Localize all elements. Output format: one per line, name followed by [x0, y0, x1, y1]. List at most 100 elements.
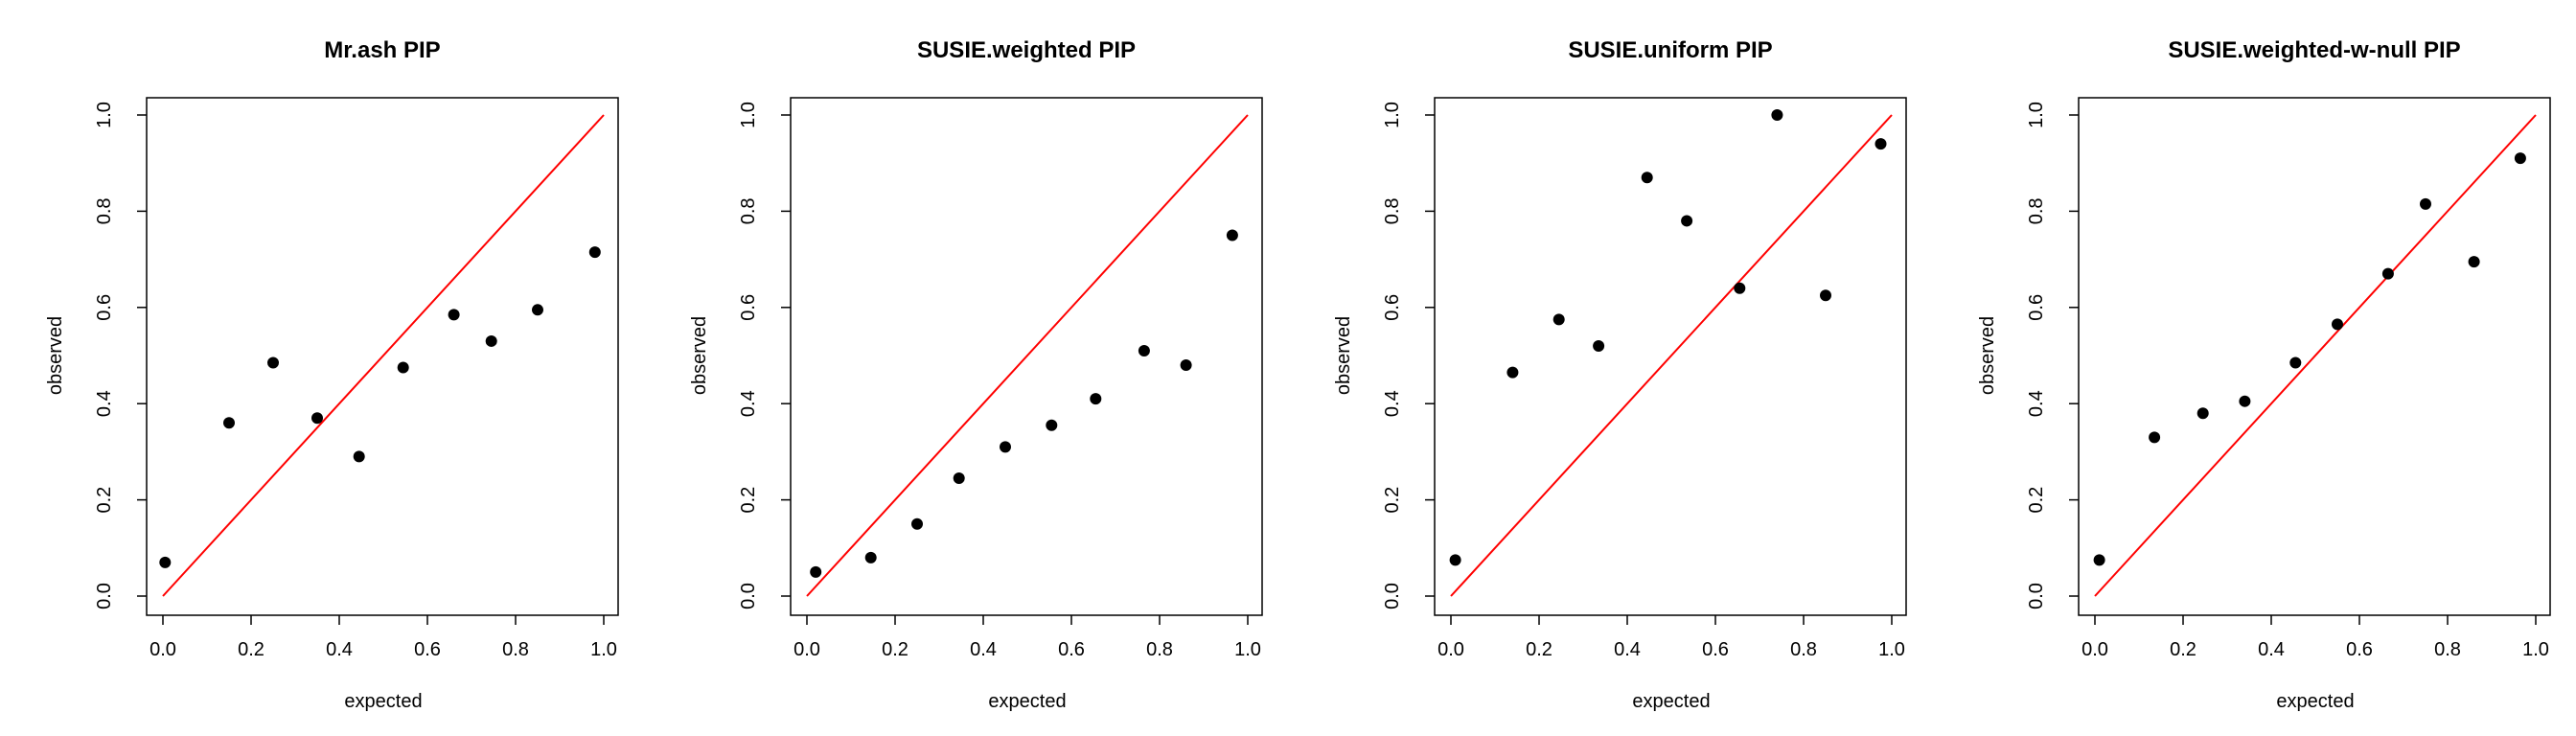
data-point [1593, 339, 1605, 352]
y-axis-label: observed [45, 316, 66, 395]
data-point [911, 518, 923, 530]
data-point [1820, 289, 1831, 302]
data-point [1226, 229, 1238, 242]
data-point [397, 361, 409, 374]
y-tick-label: 1.0 [738, 102, 759, 128]
data-point [2239, 395, 2251, 407]
y-tick-label: 0.4 [94, 390, 115, 417]
y-tick-label: 0.2 [738, 487, 759, 514]
data-point [448, 309, 460, 321]
x-tick-label: 0.0 [1438, 639, 1464, 660]
y-tick-label: 0.6 [738, 294, 759, 321]
plot-frame [2078, 97, 2551, 616]
x-tick-label: 0.6 [1702, 639, 1729, 660]
y-tick-label: 0.0 [94, 583, 115, 610]
data-point [2381, 267, 2394, 280]
y-axis-label: observed [1977, 316, 1998, 395]
x-tick-label: 0.8 [502, 639, 529, 660]
data-point [159, 556, 172, 568]
data-point [1449, 554, 1461, 566]
data-point [864, 551, 877, 564]
reference-line [1450, 114, 1893, 597]
x-tick-label: 1.0 [2522, 639, 2549, 660]
x-axis-label: expected [344, 691, 422, 712]
data-point [1180, 359, 1192, 372]
panel-title: Mr.ash PIP [324, 37, 440, 63]
scatter-panel-4: SUSIE.weighted-w-null PIP 0.0 0.2 0.4 0.6 0.8… [1977, 37, 2551, 712]
data-point [2149, 431, 2161, 444]
x-tick-label: 0.2 [238, 639, 264, 660]
x-tick-label: 1.0 [590, 639, 617, 660]
data-point [532, 304, 543, 316]
data-point [223, 417, 235, 429]
y-tick-label: 0.4 [1382, 390, 1403, 417]
data-point [588, 246, 601, 259]
data-point [1506, 366, 1519, 379]
data-point [2196, 407, 2209, 420]
data-point [1681, 215, 1693, 227]
x-axis-label: expected [1632, 691, 1710, 712]
data-point [485, 334, 497, 347]
y-tick-label: 0.2 [1382, 487, 1403, 514]
reference-line [162, 114, 605, 597]
data-point [267, 356, 279, 369]
data-point [2332, 318, 2343, 331]
y-tick-label: 1.0 [2026, 102, 2047, 128]
x-tick-label: 0.0 [150, 639, 176, 660]
y-tick-label: 0.6 [94, 294, 115, 321]
y-tick-label: 0.6 [1382, 294, 1403, 321]
x-tick-label: 0.8 [2434, 639, 2461, 660]
panel-title: SUSIE.weighted PIP [917, 37, 1136, 63]
y-tick-label: 0.4 [738, 390, 759, 417]
data-point [953, 472, 965, 485]
x-tick-label: 1.0 [1234, 639, 1261, 660]
data-point [1641, 172, 1653, 184]
y-tick-label: 0.8 [2026, 197, 2047, 224]
y-tick-label: 0.2 [94, 487, 115, 514]
data-point [2468, 256, 2480, 268]
data-point [311, 412, 323, 425]
data-point [2514, 152, 2526, 165]
x-tick-label: 0.2 [1526, 639, 1552, 660]
y-tick-label: 0.8 [1382, 197, 1403, 224]
panel-title: SUSIE.uniform PIP [1568, 37, 1772, 63]
data-point [1771, 109, 1783, 121]
x-tick-label: 0.4 [2258, 639, 2285, 660]
x-tick-label: 1.0 [1878, 639, 1905, 660]
y-tick-label: 0.0 [738, 583, 759, 610]
data-point [1874, 138, 1887, 150]
scatter-panel-2: SUSIE.weighted PIP 0.0 0.2 0.4 0.6 0.8 1.0 0.0 0… [689, 37, 1263, 712]
x-tick-label: 0.0 [794, 639, 820, 660]
plot-frame [790, 97, 1263, 616]
data-point [1090, 393, 1102, 405]
plot-frame [146, 97, 619, 616]
data-point [2289, 356, 2302, 369]
data-point [353, 450, 365, 463]
data-point [1552, 313, 1565, 326]
y-tick-label: 1.0 [1382, 102, 1403, 128]
y-axis-label: observed [1333, 316, 1354, 395]
x-tick-label: 0.8 [1790, 639, 1817, 660]
x-tick-label: 0.4 [326, 639, 353, 660]
data-point [810, 565, 822, 578]
y-tick-label: 0.6 [2026, 294, 2047, 321]
scatter-panel-1: Mr.ash PIP 0.0 0.2 0.4 0.6 0.8 1.0 0.0 0.2 0.4 0.6… [45, 37, 619, 712]
y-tick-label: 0.8 [738, 197, 759, 224]
y-tick-label: 1.0 [94, 102, 115, 128]
plot-frame [1434, 97, 1907, 616]
y-tick-label: 0.8 [94, 197, 115, 224]
y-tick-label: 0.2 [2026, 487, 2047, 514]
y-tick-label: 0.4 [2026, 390, 2047, 417]
x-tick-label: 0.8 [1146, 639, 1173, 660]
data-point [1046, 419, 1058, 431]
data-point [1138, 344, 1150, 356]
x-tick-label: 0.2 [882, 639, 908, 660]
x-tick-label: 0.6 [2346, 639, 2373, 660]
x-tick-label: 0.4 [970, 639, 997, 660]
reference-line [806, 114, 1249, 597]
x-tick-label: 0.4 [1614, 639, 1641, 660]
x-axis-label: expected [2276, 691, 2354, 712]
data-point [1734, 282, 1746, 294]
x-tick-label: 0.6 [414, 639, 441, 660]
